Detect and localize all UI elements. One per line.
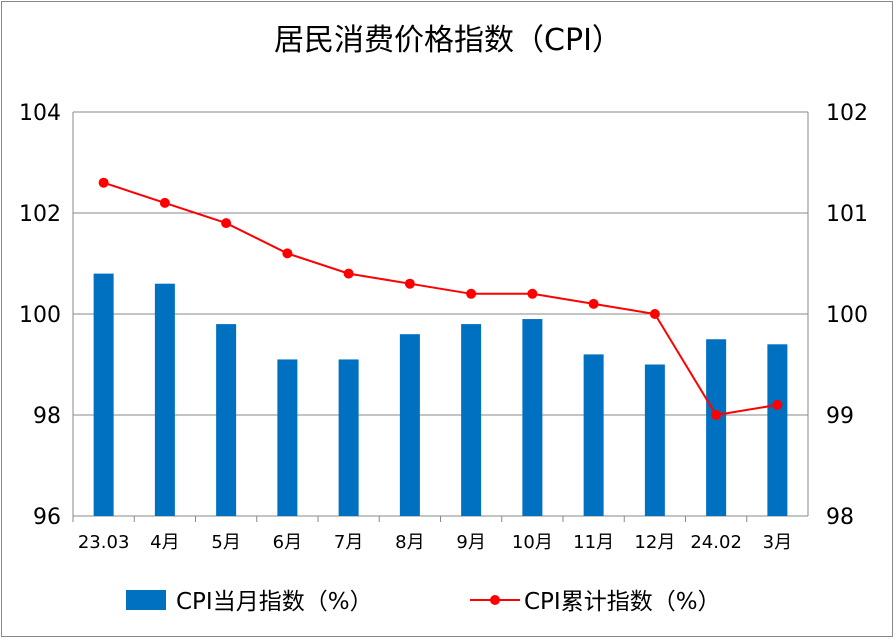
line-point <box>649 309 660 319</box>
line-point <box>711 410 722 420</box>
left-tick-label: 104 <box>19 101 61 126</box>
line-point <box>98 177 109 188</box>
bar <box>154 283 175 516</box>
left-tick-label: 100 <box>19 303 61 328</box>
bar <box>461 324 482 516</box>
x-tick-label: 3月 <box>763 532 792 553</box>
line-point <box>159 197 170 208</box>
legend-line-label: CPI累计指数（%） <box>524 589 721 615</box>
line-point <box>221 218 232 229</box>
left-tick-label: 96 <box>33 505 61 530</box>
legend-bar-swatch <box>126 590 166 610</box>
x-tick-label: 8月 <box>395 532 424 553</box>
x-tick-label: 4月 <box>150 532 179 553</box>
chart-title: 居民消费价格指数（CPI） <box>274 23 622 58</box>
bar <box>399 334 420 516</box>
line-point <box>772 399 783 410</box>
line-point <box>588 298 599 309</box>
x-tick-label: 12月 <box>634 532 675 553</box>
bar <box>767 344 788 516</box>
line-point <box>527 288 538 299</box>
legend-bar-label: CPI当月指数（%） <box>176 589 373 615</box>
bar <box>583 354 604 516</box>
bar <box>706 339 727 516</box>
x-tick-label: 23.03 <box>78 532 130 553</box>
left-tick-label: 102 <box>19 202 61 227</box>
x-tick-label: 9月 <box>456 532 485 553</box>
x-tick-label: 11月 <box>573 532 614 553</box>
line-point <box>404 278 415 289</box>
bar <box>644 364 665 516</box>
legend-line-marker <box>490 595 500 605</box>
right-tick-label: 98 <box>826 505 854 530</box>
x-tick-label: 24.02 <box>690 532 742 553</box>
right-tick-label: 102 <box>826 101 868 126</box>
cumulative-line <box>103 181 778 417</box>
x-tick-label: 5月 <box>211 532 240 553</box>
right-tick-label: 99 <box>826 404 854 429</box>
line-point <box>466 288 477 299</box>
right-tick-label: 100 <box>826 303 868 328</box>
bar <box>93 273 114 516</box>
right-tick-label: 101 <box>826 202 868 227</box>
line-point <box>282 248 293 259</box>
left-tick-label: 98 <box>33 404 61 429</box>
line-point <box>343 268 354 279</box>
x-tick-label: 10月 <box>512 532 553 553</box>
x-tick-label: 7月 <box>334 532 363 553</box>
bar <box>338 359 359 516</box>
bar <box>277 359 298 516</box>
bar <box>216 324 237 516</box>
bar <box>522 319 543 516</box>
x-tick-label: 6月 <box>273 532 302 553</box>
